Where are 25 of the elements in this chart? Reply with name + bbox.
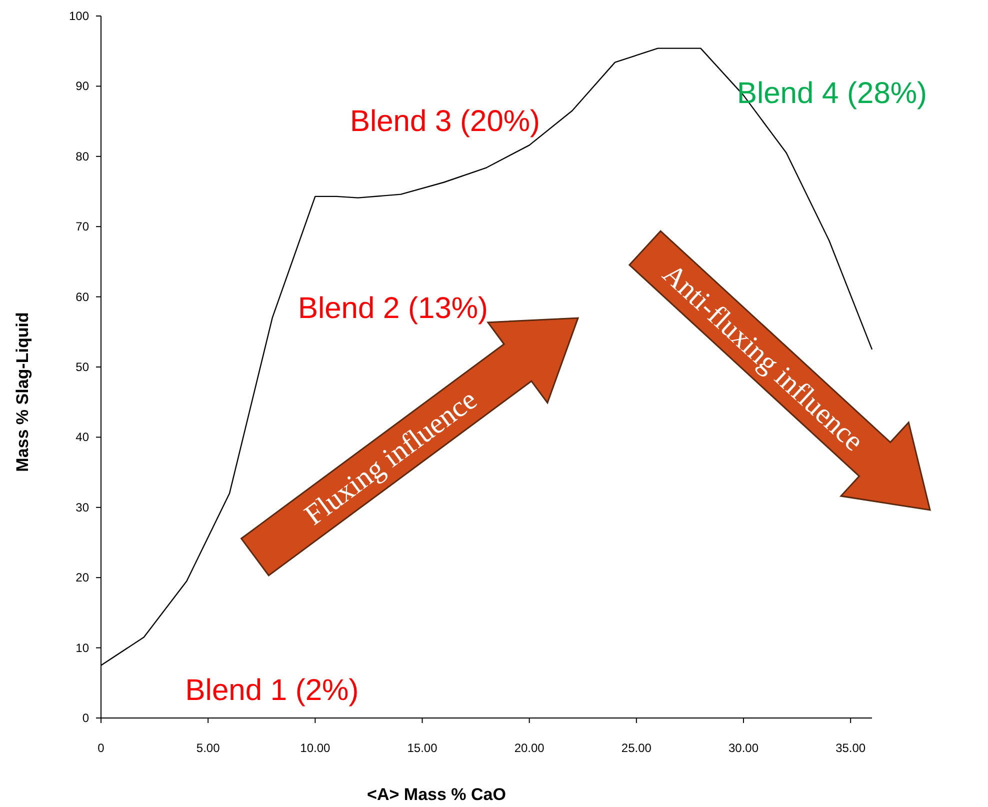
y-tick-label: 0 (82, 711, 90, 725)
x-tick-label: 30.00 (728, 741, 759, 755)
annotation: Blend 1 (2%) (185, 674, 359, 707)
y-tick-label: 80 (76, 149, 90, 164)
x-axis-title: <A> Mass % CaO (367, 785, 506, 804)
x-tick-label: 15.00 (407, 741, 438, 755)
y-axis-title: Mass % Slag-Liquid (13, 312, 32, 472)
y-tick-label: 60 (76, 290, 90, 304)
y-tick-label: 90 (76, 79, 90, 94)
y-tick-label: 50 (76, 360, 90, 374)
y-tick-label: 10 (76, 640, 90, 655)
y-tick-label: 70 (76, 220, 90, 234)
x-tick-label: 25.00 (621, 741, 652, 755)
y-tick-label: 100 (68, 9, 90, 23)
x-tick-label: 10.00 (300, 741, 331, 755)
x-tick-label: 20.00 (514, 741, 545, 755)
x-tick-label: 5.00 (196, 741, 220, 755)
annotation: Blend 2 (13%) (298, 292, 488, 325)
x-tick-label: 0 (98, 741, 105, 755)
x-tick-label: 35.00 (836, 741, 866, 755)
annotation: Blend 4 (28%) (736, 77, 928, 110)
annotation: Blend 3 (20%) (350, 105, 540, 138)
y-tick-label: 30 (76, 500, 90, 514)
y-tick-label: 40 (76, 430, 90, 444)
y-tick-label: 20 (76, 570, 90, 585)
